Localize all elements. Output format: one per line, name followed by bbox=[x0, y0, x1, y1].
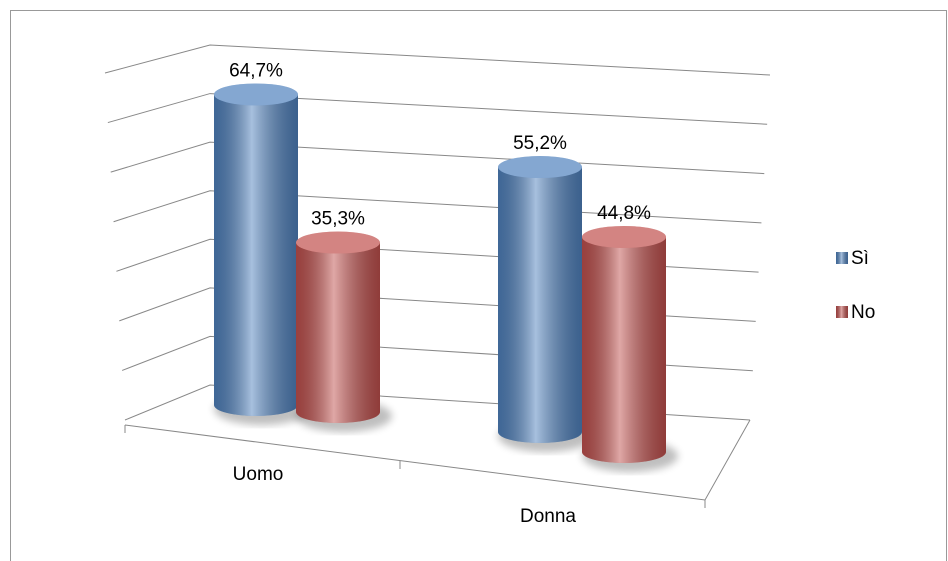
legend-swatch-shade bbox=[836, 306, 848, 318]
legend-label: No bbox=[851, 302, 875, 323]
data-label: 64,7% bbox=[229, 60, 283, 81]
cylinder-shade bbox=[582, 236, 666, 463]
cylinder-top-shade bbox=[214, 83, 298, 106]
data-label: 35,3% bbox=[311, 209, 365, 230]
grid-line bbox=[113, 190, 762, 224]
grid-line bbox=[107, 93, 768, 125]
cylinder-top bbox=[498, 156, 582, 179]
cylinder-top bbox=[214, 83, 298, 106]
cylinder-shade bbox=[296, 242, 380, 423]
legend-swatch-shade bbox=[836, 252, 848, 264]
cylinder-shade bbox=[498, 167, 582, 444]
cylinder-top-shade bbox=[296, 231, 380, 254]
grid-line bbox=[110, 141, 765, 175]
chart-border bbox=[10, 10, 947, 561]
cylinder-top bbox=[582, 225, 666, 248]
data-label: 44,8% bbox=[597, 203, 651, 224]
data-label: 55,2% bbox=[513, 133, 567, 154]
plot bbox=[124, 419, 751, 508]
legend-label: Sì bbox=[851, 248, 869, 269]
cylinder-top-shade bbox=[498, 156, 582, 179]
x-tick-label: Donna bbox=[520, 506, 576, 527]
x-tick-label: Uomo bbox=[233, 464, 284, 485]
cylinder-shade bbox=[214, 94, 298, 416]
grid-line bbox=[104, 44, 771, 76]
cylinder-top bbox=[296, 231, 380, 254]
cylinder-top-shade bbox=[582, 225, 666, 248]
